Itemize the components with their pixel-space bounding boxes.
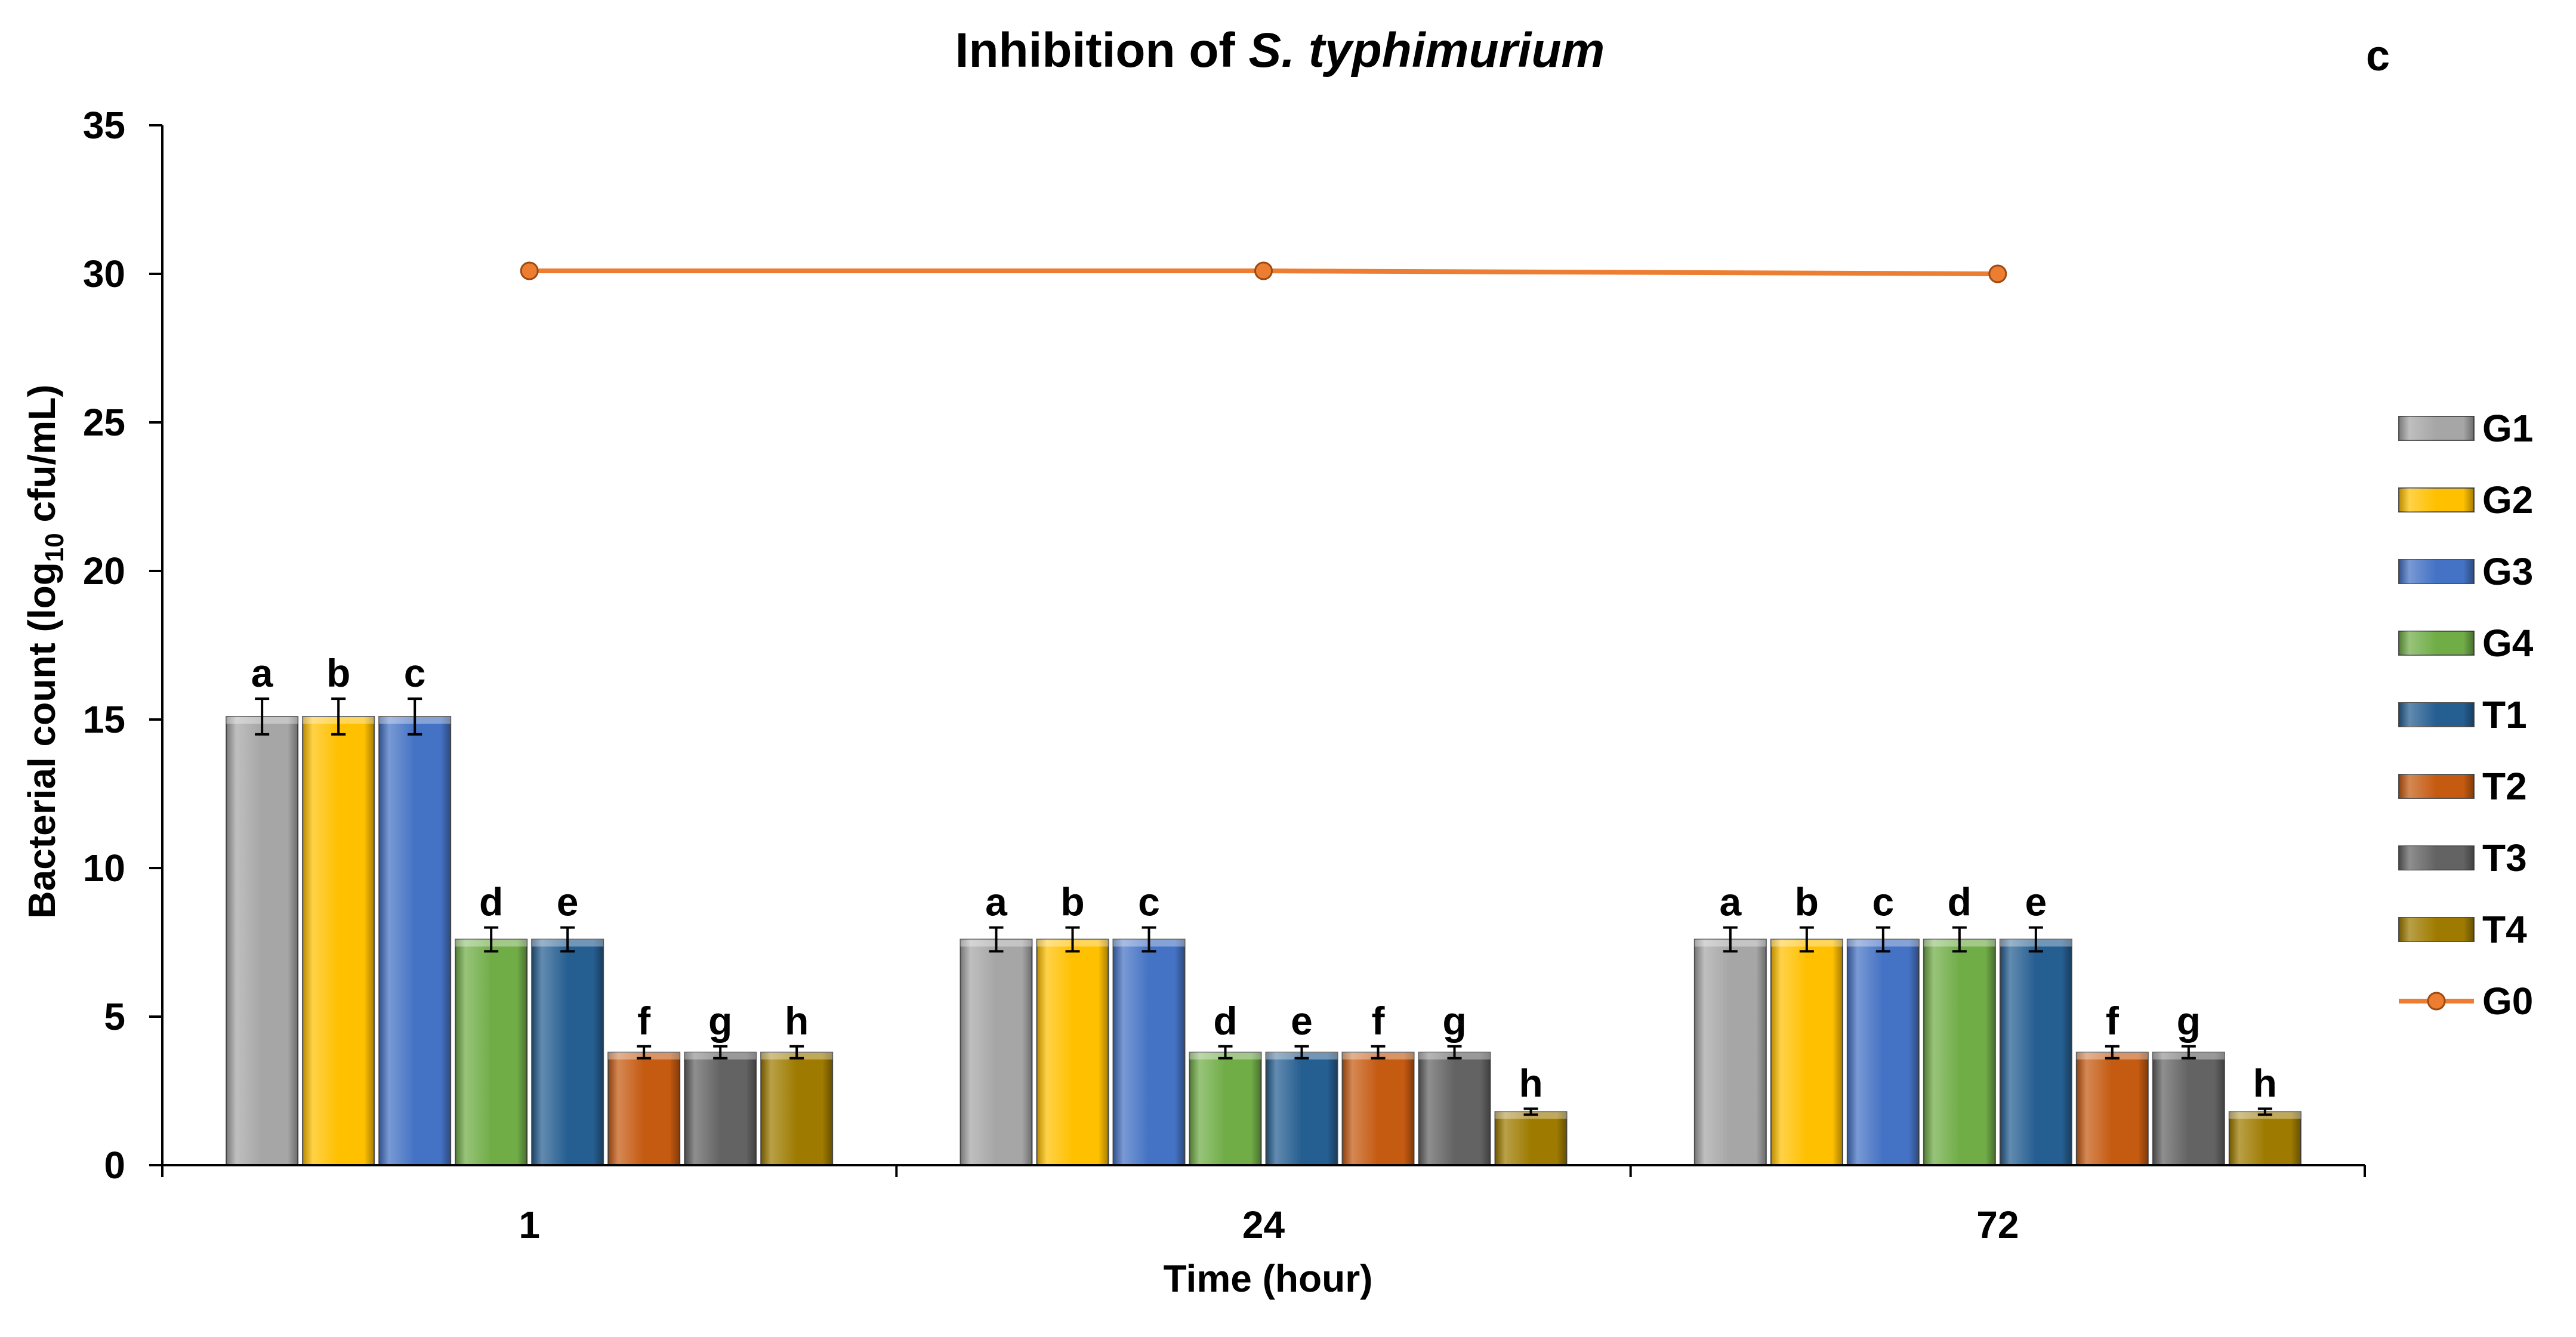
significance-letter: h: [2253, 1061, 2277, 1105]
bar-shading: [1266, 1052, 1338, 1165]
significance-letter: h: [1519, 1061, 1542, 1105]
legend-label: T3: [2482, 836, 2527, 879]
bar-shading: [1418, 1052, 1491, 1165]
significance-letter: c: [404, 651, 426, 695]
significance-letter: b: [1795, 880, 1819, 924]
y-tick-label: 20: [83, 549, 125, 592]
bar-shading: [532, 939, 604, 1165]
bar-shading: [2152, 1052, 2225, 1165]
significance-letter: d: [1948, 880, 1972, 924]
legend-swatch-shading: [2399, 631, 2474, 655]
bar-shading: [1036, 939, 1109, 1165]
significance-letter: a: [985, 880, 1008, 924]
g0-point: [1254, 261, 1273, 280]
significance-letter: g: [1442, 999, 1466, 1043]
bar-shading: [1342, 1052, 1414, 1165]
significance-letter: f: [637, 999, 651, 1043]
y-tick-label: 15: [83, 698, 125, 741]
bar-shading: [226, 717, 298, 1165]
significance-letter: c: [1872, 880, 1894, 924]
bars: a b c d e f g h a b c d e f g h a b c d e f g h: [226, 651, 2302, 1166]
bar-shading: [684, 1052, 757, 1165]
y-tick-label: 10: [83, 847, 125, 890]
significance-letter: e: [1291, 999, 1313, 1043]
bar-shading: [1113, 939, 1185, 1165]
significance-letter: g: [708, 999, 732, 1043]
bar-shading: [1495, 1111, 1567, 1165]
legend-label: T4: [2482, 908, 2527, 951]
significance-letter: g: [2177, 999, 2201, 1043]
x-tick-label: 24: [1242, 1203, 1285, 1246]
bar-shading: [303, 717, 375, 1165]
bar-shading: [1189, 1052, 1261, 1165]
x-axis: 1 24 72: [161, 1164, 2366, 1246]
bar-shading: [1847, 939, 1919, 1165]
significance-letter: h: [785, 999, 809, 1043]
significance-letter: d: [1213, 999, 1237, 1043]
y-tick-label: 30: [83, 252, 125, 295]
x-axis-label: Time (hour): [1164, 1257, 1373, 1300]
significance-letter: b: [326, 651, 350, 695]
legend-swatch-shading: [2399, 560, 2474, 583]
legend: G1 G2 G3 G4 T1 T2 T3 T4 G0: [2398, 407, 2534, 1023]
significance-letter: f: [1372, 999, 1386, 1043]
significance-letter: e: [2025, 880, 2047, 924]
bar-shading: [2000, 939, 2072, 1165]
y-tick-label: 5: [104, 995, 125, 1038]
y-tick-label: 25: [83, 401, 125, 444]
bar-shading: [2076, 1052, 2148, 1165]
bar-shading: [608, 1052, 680, 1165]
bar-shading: [1770, 939, 1843, 1165]
legend-label: G2: [2482, 478, 2533, 521]
significance-letter: a: [1719, 880, 1742, 924]
bar-shading: [1694, 939, 1766, 1165]
significance-letter: e: [557, 880, 579, 924]
legend-swatch-shading: [2399, 846, 2474, 870]
g0-point: [1988, 264, 2007, 283]
legend-label: G4: [2482, 622, 2534, 665]
significance-letter: b: [1060, 880, 1084, 924]
bar-shading: [960, 939, 1032, 1165]
significance-letter: f: [2106, 999, 2120, 1043]
legend-label: G1: [2482, 407, 2533, 450]
significance-letter: a: [251, 651, 274, 695]
x-tick-label: 1: [519, 1203, 540, 1246]
legend-swatch-shading: [2399, 416, 2474, 440]
legend-line-marker: [2427, 992, 2446, 1011]
legend-swatch-shading: [2399, 918, 2474, 941]
y-axis: 0 5 10 15 20 25 30 35: [83, 104, 163, 1187]
g0-point: [520, 261, 539, 280]
legend-swatch-shading: [2399, 488, 2474, 512]
bar-shading: [455, 939, 527, 1165]
y-tick-label: 35: [83, 104, 125, 147]
panel-label: c: [2366, 32, 2390, 80]
x-tick-label: 72: [1976, 1203, 2019, 1246]
bar-shading: [761, 1052, 833, 1165]
g0-line-series: [520, 261, 2007, 283]
bar-shading: [379, 717, 451, 1165]
bar-shading: [1923, 939, 1995, 1165]
legend-swatch-shading: [2399, 774, 2474, 798]
legend-swatch-shading: [2399, 703, 2474, 727]
legend-label: T2: [2482, 765, 2527, 808]
legend-label: T1: [2482, 693, 2527, 736]
significance-letter: c: [1138, 880, 1160, 924]
legend-label: G3: [2482, 550, 2533, 593]
y-axis-label: Bacterial count (log10 cfu/mL): [20, 384, 69, 918]
bar-shading: [2229, 1111, 2301, 1165]
legend-label: G0: [2482, 980, 2533, 1023]
y-tick-label: 0: [104, 1144, 125, 1187]
significance-letter: d: [479, 880, 503, 924]
chart-title: Inhibition of S. typhimurium: [955, 23, 1605, 78]
